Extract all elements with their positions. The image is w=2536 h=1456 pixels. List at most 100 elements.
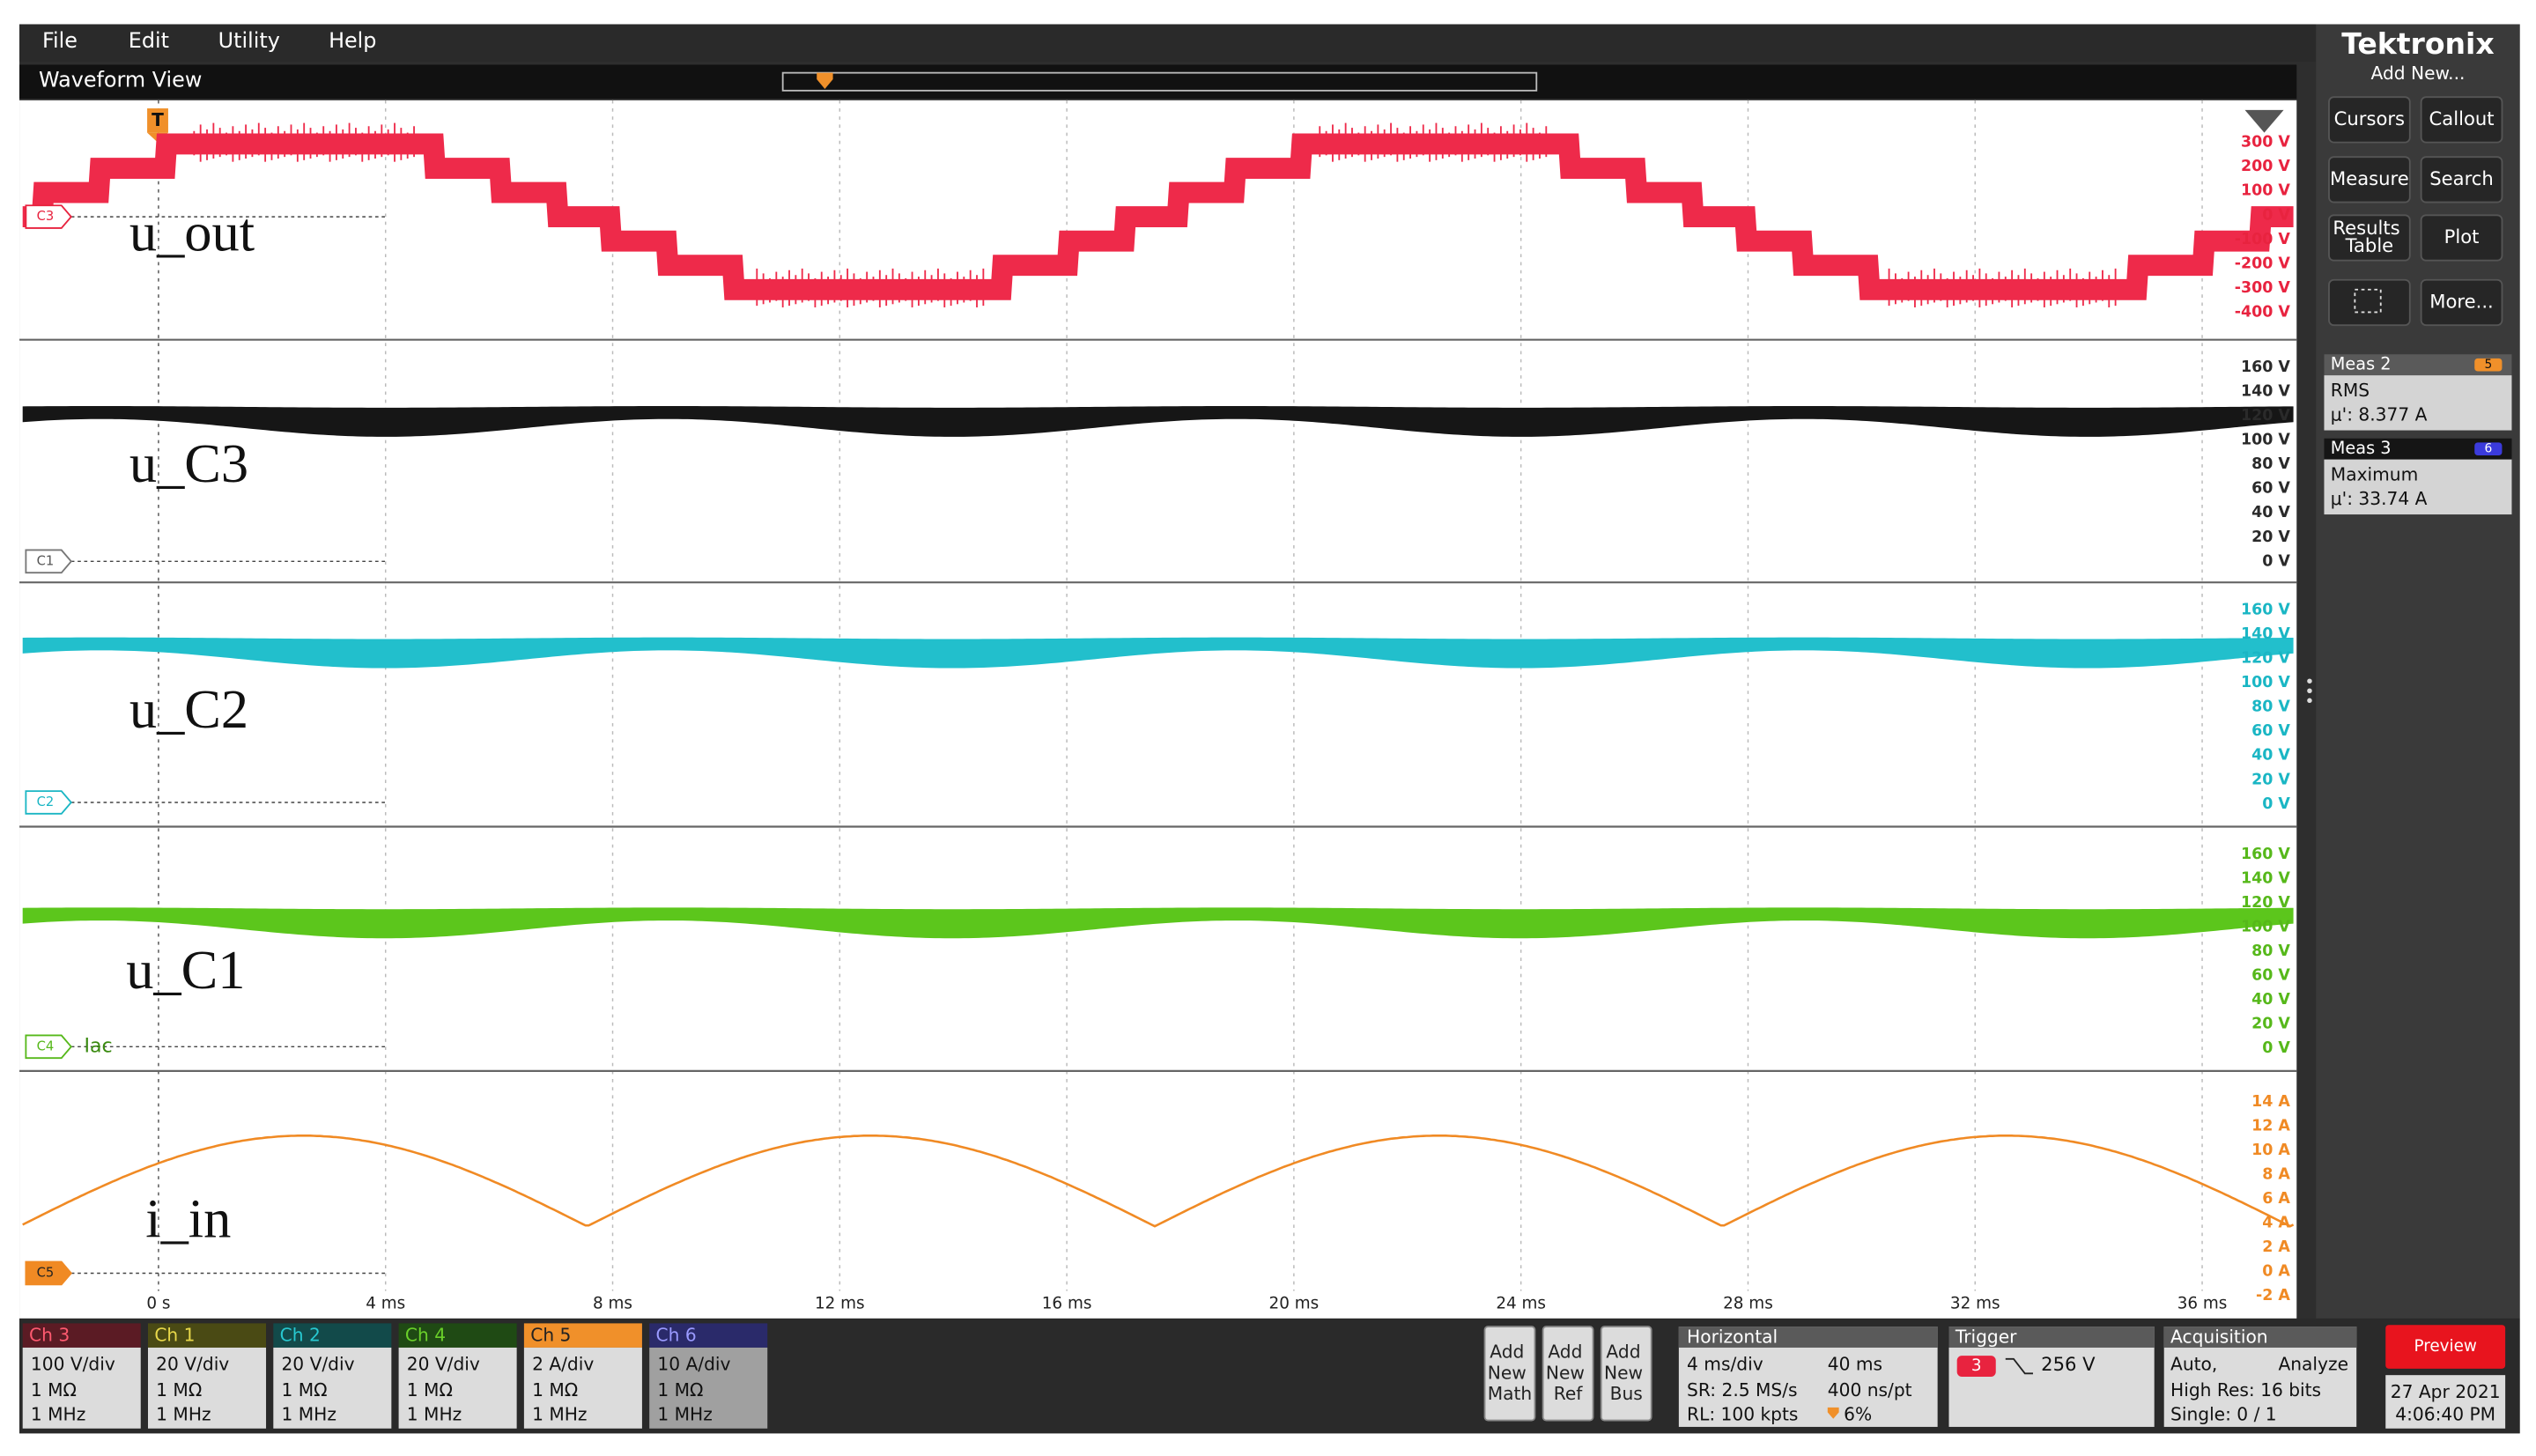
channel-header[interactable] [649, 1323, 768, 1348]
side-button[interactable] [2328, 214, 2411, 262]
side-button-label[interactable]: Measure [2330, 167, 2409, 189]
menu-item[interactable]: Help [329, 28, 376, 53]
y-tick-label: 0 V [2262, 552, 2290, 570]
side-button[interactable] [2420, 156, 2503, 203]
channel-name[interactable]: Ch 5 [530, 1325, 571, 1346]
zoom-button[interactable] [2328, 278, 2411, 327]
preview-label[interactable]: Preview [2414, 1337, 2476, 1356]
time-tick-label: 28 ms [1723, 1294, 1773, 1312]
y-tick-label: 80 V [2251, 698, 2290, 716]
y-tick-label: 0 V [2262, 1039, 2290, 1057]
side-button-label[interactable]: Search [2429, 167, 2494, 189]
side-button[interactable] [2328, 96, 2411, 144]
channel-body[interactable] [22, 1347, 141, 1429]
side-button[interactable] [2420, 214, 2503, 262]
menu-item[interactable]: Utility [218, 28, 280, 53]
channel-header[interactable] [148, 1323, 267, 1348]
meas-body [2324, 459, 2512, 515]
add-button[interactable] [1600, 1326, 1652, 1422]
channel-body[interactable] [649, 1347, 768, 1429]
channel-body[interactable] [148, 1347, 267, 1429]
add-button[interactable] [1483, 1326, 1536, 1422]
side-button[interactable] [2328, 156, 2411, 203]
side-button-label[interactable]: Results Table [2333, 217, 2406, 256]
channel-badge [25, 549, 72, 574]
channel-name[interactable]: Ch 6 [656, 1325, 697, 1346]
handle-dot [2307, 678, 2312, 684]
add-button-label[interactable]: Add New Bus [1604, 1341, 1648, 1404]
horizontal-sample-rate: SR: 2.5 MS/s [1687, 1379, 1797, 1401]
trace-label: u_C1 [126, 939, 245, 1001]
y-tick-label: 20 V [2251, 528, 2290, 546]
view-title: Waveform View [39, 67, 202, 92]
overview-bar [781, 71, 1538, 92]
add-new-label: Add New... [2371, 63, 2466, 84]
y-tick-label: 6 A [2262, 1190, 2290, 1208]
y-tick-label: 140 V [2241, 869, 2290, 887]
preview-button[interactable] [2385, 1325, 2506, 1369]
view-title-bar [19, 64, 2297, 100]
trigger-source: 3 [1971, 1356, 1982, 1375]
acquisition-title: Acquisition [2170, 1326, 2268, 1347]
trace-u-c2 [22, 637, 2294, 669]
menu-item[interactable]: File [42, 28, 78, 53]
time-tick-label: 20 ms [1269, 1294, 1320, 1312]
horizontal-position: 6% [1844, 1404, 1872, 1425]
add-button-label[interactable]: Add New Ref [1546, 1341, 1590, 1404]
trigger-source-badge [1956, 1356, 1996, 1378]
time-tick-label: 16 ms [1042, 1294, 1092, 1312]
side-button-label[interactable]: Plot [2444, 225, 2480, 248]
channel-body[interactable] [523, 1347, 642, 1429]
side-button[interactable] [2420, 96, 2503, 144]
trigger-title: Trigger [1955, 1326, 2017, 1347]
meas-body [2324, 375, 2512, 431]
trigger-slope [2005, 1357, 2033, 1375]
trace-label: u_C3 [129, 432, 248, 494]
channel-name[interactable]: Ch 1 [154, 1325, 195, 1346]
y-tick-label: 60 V [2251, 480, 2290, 498]
add-button[interactable] [1542, 1326, 1594, 1422]
horizontal-scale: 4 ms/div [1687, 1354, 1763, 1375]
channel-header[interactable] [523, 1323, 642, 1348]
horizontal-resolution: 400 ns/pt [1828, 1379, 1912, 1401]
side-button[interactable] [2420, 278, 2503, 327]
horizontal-duration: 40 ms [1828, 1354, 1882, 1375]
channel-name[interactable]: Ch 3 [29, 1325, 70, 1346]
y-tick-label: 8 A [2262, 1165, 2290, 1183]
channel-badge-label: C1 [37, 553, 55, 568]
menu-item[interactable]: Edit [129, 28, 169, 53]
trigger-header [1948, 1327, 2155, 1348]
channel-impedance: 1 MΩ [532, 1379, 578, 1401]
channel-impedance: 1 MΩ [31, 1379, 77, 1401]
y-tick-label: 140 V [2241, 382, 2290, 400]
y-tick-label: -300 V [2235, 279, 2291, 297]
side-button-label[interactable]: More... [2429, 290, 2493, 312]
trigger-marker-box [147, 108, 168, 133]
y-tick-label: 100 V [2241, 918, 2290, 935]
handle-dot [2307, 688, 2312, 694]
channel-scale: 20 V/div [281, 1354, 354, 1375]
trace-label: u_out [129, 201, 255, 262]
meas-value: μ': 8.377 A [2331, 404, 2428, 425]
y-tick-label: 80 V [2251, 455, 2290, 473]
channel-header[interactable] [398, 1323, 517, 1348]
channel-name[interactable]: Ch 2 [280, 1325, 321, 1346]
channel-name[interactable]: Ch 4 [405, 1325, 446, 1346]
channel-header[interactable] [22, 1323, 141, 1348]
channel-body[interactable] [398, 1347, 517, 1429]
y-tick-label: 4 A [2262, 1215, 2290, 1232]
channel-scale: 100 V/div [31, 1354, 115, 1375]
time-tick-label: 8 ms [593, 1294, 632, 1312]
meas-header [2324, 354, 2512, 376]
y-tick-label: 2 A [2262, 1238, 2290, 1256]
add-button-label[interactable]: Add New Math [1488, 1341, 1532, 1404]
channel-header[interactable] [273, 1323, 392, 1348]
acquisition-resolution: High Res: 16 bits [2170, 1379, 2321, 1401]
channel-body[interactable] [273, 1347, 392, 1429]
channel-scale: 20 V/div [156, 1354, 229, 1375]
date-label: 27 Apr 2021 [2391, 1381, 2501, 1402]
side-button-label[interactable]: Callout [2429, 107, 2495, 129]
meas-badge-label: 6 [2484, 442, 2492, 456]
side-button-label[interactable]: Cursors [2334, 107, 2405, 129]
time-tick-label: 4 ms [366, 1294, 405, 1312]
